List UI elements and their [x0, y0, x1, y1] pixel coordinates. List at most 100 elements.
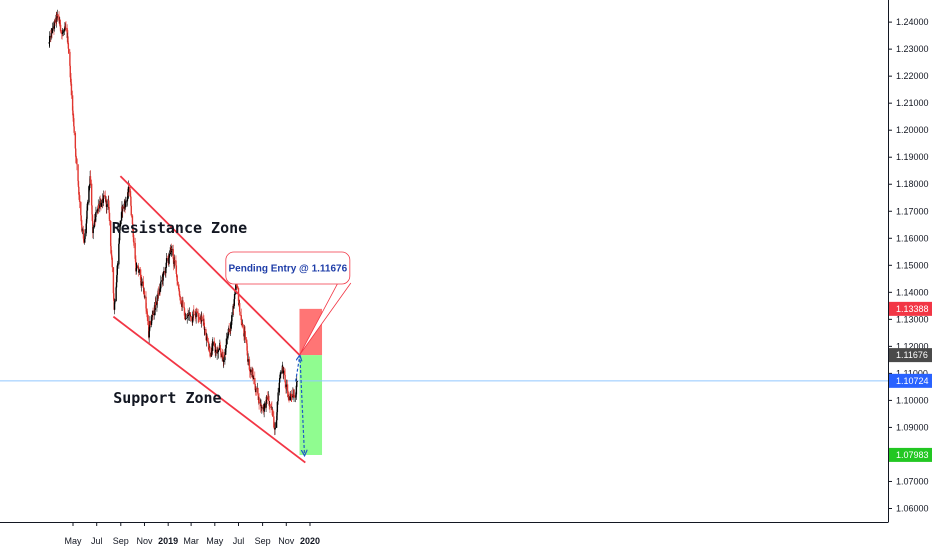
candle-body [116, 264, 119, 266]
candle-body [164, 271, 166, 273]
candle-body [64, 26, 66, 28]
candle-body [255, 388, 257, 393]
price-axis[interactable]: 1.24000 1.23000 1.22000 1.21000 1.20000 1.190… [888, 0, 932, 550]
candle-body [265, 402, 267, 408]
candle-body [170, 248, 173, 250]
price-tick-label: 1.18000 [896, 179, 929, 189]
candle-body [130, 196, 132, 206]
callout-box[interactable] [225, 251, 351, 285]
candle-body [216, 349, 218, 354]
price-tick-label: 1.16000 [896, 233, 929, 243]
candle-body [61, 32, 64, 34]
candle-body [279, 374, 282, 375]
candle-body [187, 315, 190, 316]
candle-body [74, 132, 77, 149]
candle-body [244, 337, 247, 340]
candle-body [62, 31, 64, 33]
candle-body [282, 370, 285, 374]
candle-body [179, 296, 181, 301]
target-projection-arrow [299, 354, 305, 456]
candle-body [78, 194, 80, 196]
candle-body [134, 242, 136, 259]
candle-body [54, 20, 56, 23]
candle-body [243, 326, 245, 337]
candle-body [145, 308, 148, 312]
candle-body [160, 281, 162, 287]
support-trendline[interactable] [112, 315, 306, 464]
candle-body [156, 301, 158, 306]
candle-body [204, 329, 206, 330]
candle-body [282, 366, 284, 374]
candle-body [209, 347, 211, 353]
time-axis[interactable]: May Jul Sep Nov 2019 Mar May Jul Sep Nov 2020 [0, 522, 932, 550]
candle-body [132, 223, 134, 230]
candle-body [146, 312, 148, 315]
price-tick-label: 1.14000 [896, 287, 929, 297]
candle-body [119, 226, 121, 231]
candle-body [259, 402, 262, 407]
candle-body [296, 380, 298, 382]
candle-body [51, 28, 54, 33]
candle-body [125, 201, 127, 203]
candle-body [97, 205, 100, 209]
candle-body [247, 355, 249, 362]
price-axis-background [888, 0, 932, 550]
candle-body [295, 394, 297, 397]
candle-body [118, 230, 121, 241]
candle-body [92, 226, 94, 234]
candle-body [59, 24, 62, 32]
candle-body [285, 384, 287, 387]
candle-body [194, 314, 197, 316]
candle-body [84, 233, 86, 239]
candle-body [252, 373, 254, 375]
candle-body [247, 359, 249, 362]
candle-body [254, 377, 256, 385]
price-tick-label: 1.06000 [896, 503, 929, 513]
candle-body [224, 352, 226, 361]
candle-body [71, 95, 74, 111]
candle-body [186, 316, 188, 319]
candle-body [257, 387, 259, 395]
candle-body [108, 207, 110, 213]
candle-body [132, 237, 135, 242]
candle-body [261, 407, 263, 408]
candle-body [289, 396, 291, 401]
candle-body [173, 260, 176, 263]
candle-body [165, 267, 167, 274]
candle-body [111, 255, 113, 258]
candle-body [224, 348, 227, 355]
candle-body [251, 369, 253, 378]
candle-body [274, 427, 277, 429]
candle-body [221, 353, 224, 355]
candle-body [124, 202, 127, 208]
candle-body [222, 354, 224, 357]
callout-text: Pending Entry @ 1.11676 [228, 264, 347, 275]
candle-body [67, 36, 69, 45]
candle-body [97, 209, 99, 212]
price-tick-label: 1.22000 [896, 71, 929, 81]
candle-body [277, 392, 279, 402]
candle-body [186, 318, 188, 319]
candle-body [254, 384, 256, 390]
candle-body [218, 347, 221, 351]
candle-body [284, 374, 286, 383]
resistance-trendline[interactable] [119, 175, 301, 356]
candle-body [225, 338, 228, 345]
candle-body [81, 225, 83, 231]
price-badge-label: 1.07983 [896, 450, 929, 460]
candle-body [72, 110, 74, 116]
candle-body [111, 257, 113, 268]
price-tick-label: 1.23000 [896, 44, 929, 54]
candle-body [120, 212, 123, 221]
candle-body [69, 77, 72, 79]
candle-body [91, 214, 94, 222]
price-badge [889, 373, 932, 388]
candle-body [86, 210, 88, 219]
candle-body [129, 188, 131, 197]
candle-body [281, 371, 283, 374]
candle-body [288, 396, 290, 401]
candle-body [165, 258, 168, 263]
candle-body [68, 48, 70, 52]
candle-body [205, 337, 208, 341]
candle-body [194, 314, 196, 316]
